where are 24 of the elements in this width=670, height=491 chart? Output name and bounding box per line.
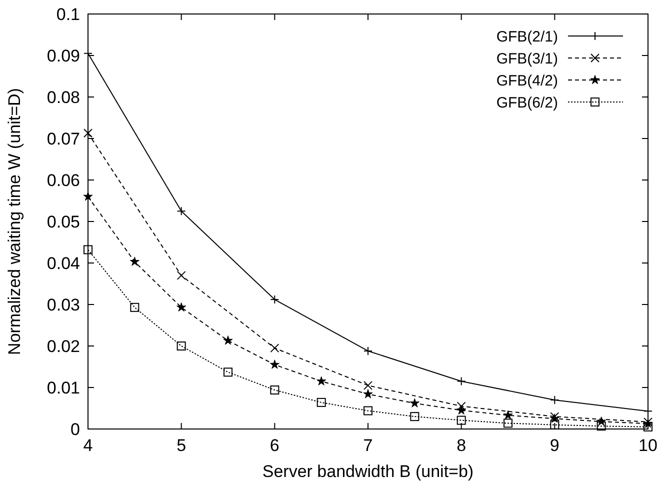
x-tick-label: 4: [83, 436, 93, 455]
legend-label: GFB(2/1): [496, 28, 558, 46]
legend-label: GFB(6/2): [496, 94, 558, 112]
x-tick-label: 5: [176, 436, 186, 455]
y-tick-label: 0.06: [46, 170, 80, 190]
y-axis-title: Normalized waiting time W (unit=D): [5, 88, 24, 355]
y-tick-label: 0: [70, 420, 80, 439]
legend-label: GFB(3/1): [496, 50, 558, 68]
y-tick-label: 0.1: [56, 4, 80, 24]
x-tick-label: 9: [550, 436, 560, 455]
legend-label: GFB(4/2): [496, 72, 558, 90]
y-tick-label: 0.09: [46, 46, 80, 66]
y-tick-label: 0.04: [46, 254, 80, 273]
y-tick-label: 0.03: [46, 295, 80, 314]
x-tick-label: 10: [638, 436, 658, 455]
x-tick-label: 7: [363, 436, 373, 455]
x-tick-label: 6: [270, 436, 280, 455]
y-tick-label: 0.07: [46, 129, 80, 148]
y-tick-label: 0.08: [46, 88, 80, 107]
x-axis-title: Server bandwidth B (unit=b): [262, 462, 474, 481]
y-tick-label: 0.05: [46, 212, 80, 232]
y-tick-label: 0.02: [46, 336, 80, 356]
y-tick-label: 0.01: [46, 378, 80, 398]
x-tick-label: 8: [456, 436, 466, 455]
